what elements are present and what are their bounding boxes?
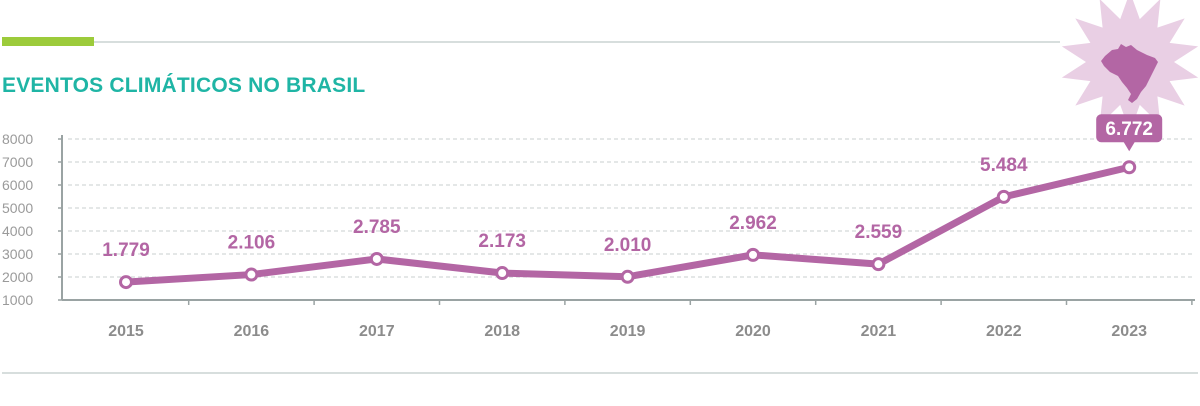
data-label: 2.173	[478, 231, 526, 252]
y-tick-label: 7000	[2, 154, 33, 170]
x-tick-label: 2023	[1111, 323, 1147, 340]
chart-title: EVENTOS CLIMÁTICOS NO BRASIL	[2, 74, 366, 97]
data-point	[746, 247, 760, 262]
data-point	[369, 251, 384, 266]
y-tick-label: 2000	[2, 269, 33, 285]
x-tick-label: 2020	[735, 323, 771, 340]
data-label: 6.772	[1105, 119, 1153, 140]
data-label: 2.962	[729, 213, 777, 234]
y-tick-label: 6000	[2, 177, 33, 193]
data-point	[495, 266, 510, 281]
x-tick-label: 2015	[108, 323, 144, 340]
highlight-callout	[1096, 114, 1163, 143]
x-tick-label: 2018	[484, 323, 520, 340]
data-label: 2.785	[353, 217, 401, 238]
accent-bar	[2, 37, 94, 46]
data-point	[244, 267, 259, 282]
data-point	[996, 189, 1011, 204]
y-tick-label: 5000	[2, 200, 33, 216]
x-tick-label: 2016	[234, 323, 270, 340]
x-tick-label: 2017	[359, 323, 395, 340]
data-label: 2.010	[604, 235, 652, 256]
callout-pointer	[1123, 141, 1136, 152]
brazil-map-icon	[1101, 44, 1158, 103]
data-point	[1122, 160, 1137, 175]
y-tick-label: 8000	[2, 131, 33, 147]
x-tick-label: 2022	[986, 323, 1022, 340]
top-divider	[94, 41, 1060, 43]
data-point	[620, 269, 635, 284]
data-point	[119, 275, 133, 290]
data-point	[871, 257, 886, 272]
y-tick-label: 3000	[2, 246, 33, 262]
series-line	[125, 163, 1131, 286]
y-tick-label: 4000	[2, 223, 33, 239]
x-tick-label: 2019	[610, 323, 646, 340]
data-label: 2.106	[228, 233, 276, 254]
y-tick-label: 1000	[2, 292, 33, 308]
x-tick-label: 2021	[861, 323, 897, 340]
bottom-divider	[2, 372, 1198, 374]
data-label: 5.484	[980, 155, 1028, 176]
data-label: 2.559	[855, 222, 903, 243]
data-label: 1.779	[102, 240, 150, 261]
